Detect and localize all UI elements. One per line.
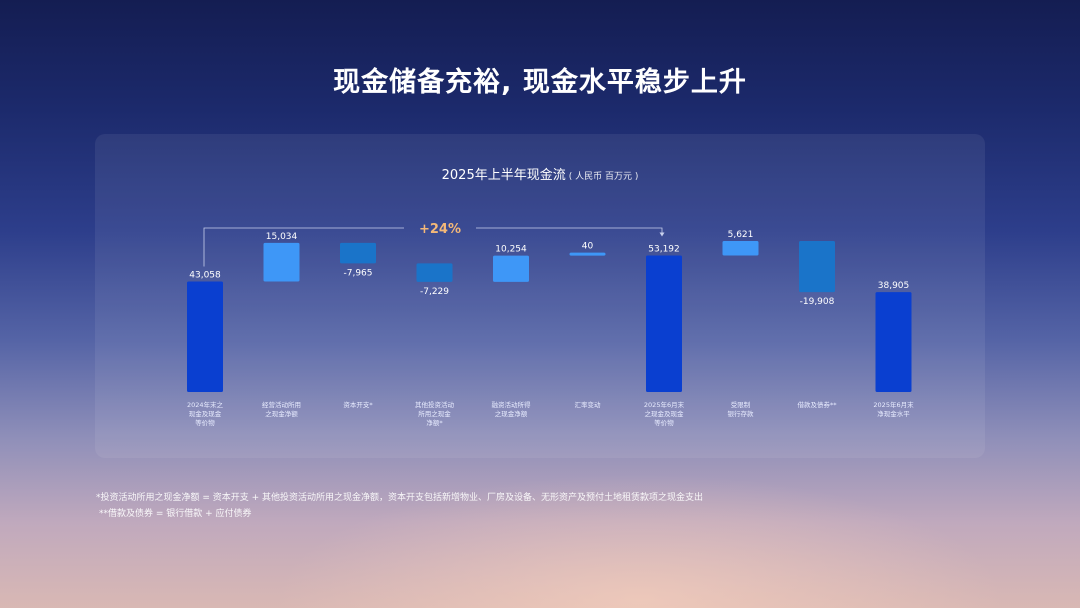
category-label: 之现金净额 xyxy=(495,409,528,418)
annotation-connector-left xyxy=(203,227,404,267)
chart-unit: ( 人民币 百万元 ) xyxy=(568,172,639,182)
category-label: 受限制 xyxy=(731,400,751,409)
page-title: 现金储备充裕, 现金水平稳步上升 xyxy=(333,67,747,98)
footnote-2: **借款及债券 = 银行借款 + 应付债券 xyxy=(99,509,252,519)
category-label: 资本开支* xyxy=(343,400,373,409)
waterfall-bar xyxy=(646,255,682,392)
value-label: 5,621 xyxy=(728,230,754,240)
value-label: 15,034 xyxy=(266,232,298,242)
category-label: 所用之现金 xyxy=(418,409,451,418)
chart-panel xyxy=(95,134,985,458)
category-label: 经营活动所用 xyxy=(262,400,301,409)
waterfall-bar xyxy=(875,292,912,392)
category-label: 2024年末之 xyxy=(187,400,224,409)
category-label: 等价物 xyxy=(195,418,215,427)
annotation-connector-right xyxy=(476,227,663,236)
category-label: 融资活动所得 xyxy=(492,400,532,409)
value-label: 38,905 xyxy=(878,281,910,291)
value-label: -19,908 xyxy=(800,297,835,307)
chart-heading: 2025年上半年现金流( 人民币 百万元 ) xyxy=(0,164,1080,183)
category-label: 其他投资活动 xyxy=(415,400,455,409)
value-label: -7,229 xyxy=(420,287,449,297)
category-label: 净额* xyxy=(426,418,443,427)
waterfall-bar xyxy=(340,242,376,264)
waterfall-bar xyxy=(722,241,759,256)
value-label: -7,965 xyxy=(343,268,372,278)
category-label: 之现金净额 xyxy=(265,409,298,418)
annotation-arrowhead xyxy=(659,232,665,237)
category-label: 汇率变动 xyxy=(575,400,602,409)
waterfall-bar xyxy=(416,263,453,282)
footnotes: *投资活动所用之现金净额 = 资本开支 + 其他投资活动所用之现金净额，资本开支… xyxy=(96,490,996,522)
category-label: 等价物 xyxy=(654,418,674,427)
waterfall-bar xyxy=(799,241,835,293)
waterfall-bar xyxy=(493,255,529,282)
waterfall-bar xyxy=(187,281,223,392)
category-label: 借款及债券** xyxy=(798,400,838,409)
chart-title: 2025年上半年现金流 xyxy=(441,168,566,183)
category-label: 之现金及现金 xyxy=(645,409,685,418)
value-label: 40 xyxy=(582,242,594,252)
value-label: 10,254 xyxy=(495,245,527,255)
category-label: 现金及现金 xyxy=(189,409,222,418)
waterfall-bar xyxy=(569,252,606,256)
category-label: 银行存款 xyxy=(728,409,755,418)
category-label: 2025年6月末 xyxy=(873,400,914,409)
annotation-label: +24% xyxy=(419,222,461,237)
category-label: 2025年6月末 xyxy=(644,400,685,409)
waterfall-bar xyxy=(263,242,300,282)
value-label: 53,192 xyxy=(648,244,680,254)
footnote-1: *投资活动所用之现金净额 = 资本开支 + 其他投资活动所用之现金净额，资本开支… xyxy=(96,493,704,503)
category-label: 净现金水平 xyxy=(877,409,910,418)
value-label: 43,058 xyxy=(189,270,221,280)
